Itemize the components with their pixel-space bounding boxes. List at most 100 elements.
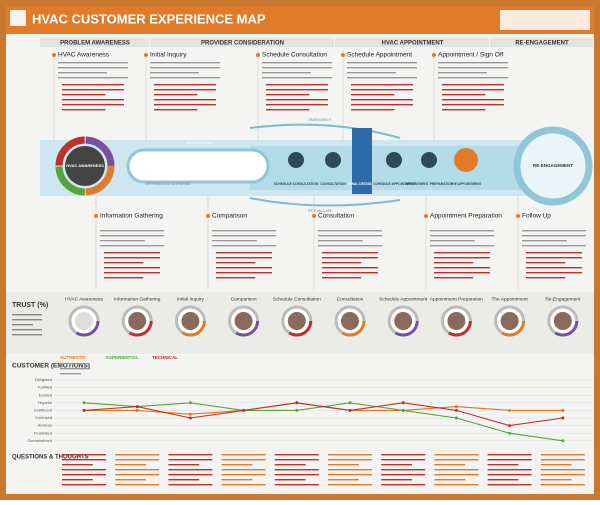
text-line [540,464,572,466]
text-line [212,245,276,247]
text-line [60,368,90,370]
text-line [115,479,146,481]
text-line [62,109,106,111]
text-line [328,474,372,476]
text-line [216,262,256,264]
text-line [347,62,417,64]
emergency-arc [249,123,401,139]
text-line [62,99,124,101]
text-line [150,62,220,64]
text-line [434,267,490,269]
text-line [442,94,486,96]
text-line [540,454,585,456]
emotion-level: Confused [35,415,52,420]
text-line [104,262,144,264]
text-line [522,245,586,247]
text-line [322,257,378,259]
text-line [328,459,372,461]
text-line [351,109,395,111]
text-line [381,474,426,476]
phase-band [335,38,489,47]
step-label: THE APPOINTMENT [450,182,481,186]
text-line [522,230,586,232]
text-line [351,84,413,86]
emotion-point [348,401,352,405]
text-line [434,459,479,461]
text-line [318,245,382,247]
text-line [62,104,124,106]
journey-flow [250,146,560,190]
step-icon [454,148,478,172]
text-line [430,245,494,247]
text-line [115,474,160,476]
text-line [168,474,213,476]
text-line [12,334,42,336]
text-line [104,252,160,254]
trust-stage: Comparison [231,296,257,302]
text-line [438,67,508,69]
text-line [168,459,213,461]
trust-stage: Schedule Appointment [379,296,428,302]
stage-title: Appointment Preparation [430,213,502,220]
reevaluate-arc [249,197,401,207]
stage-title: Schedule Appointment [347,52,412,59]
text-line [221,474,266,476]
step-label: APPOINTMENT PREPARATION [405,182,454,186]
emotion-point [561,439,565,443]
emotion-level: Delighted [35,377,52,382]
phase-band [40,38,149,47]
phase-band [150,38,334,47]
text-line [115,464,146,466]
text-line [381,479,412,481]
text-line [104,277,144,279]
text-line [328,469,372,471]
text-line [274,474,319,476]
text-line [100,245,164,247]
end-label: RE-ENGAGEMENT [533,163,573,168]
text-line [328,484,372,486]
card-dot [94,214,98,218]
text-line [434,464,466,466]
text-line [154,89,216,91]
text-line [62,464,93,466]
text-line [381,464,412,466]
emotion-point [295,401,299,405]
trust-core [341,312,359,330]
text-line [322,262,362,264]
phase-band [490,38,593,47]
trust-core [128,312,147,330]
text-line [216,272,272,274]
text-line [58,77,128,79]
text-line [318,230,382,232]
text-line [62,484,106,486]
trust-stage: The Appointment [491,296,528,302]
start-label: HVAC AWARENESS [66,163,104,168]
text-line [430,235,494,237]
text-line [274,459,319,461]
emotion-line [83,402,563,427]
text-line [351,104,413,106]
text-line [487,479,519,481]
text-line [216,277,256,279]
emotion-point [188,412,192,416]
card-dot [312,214,316,218]
trust-part [334,305,366,337]
text-line [266,84,328,86]
text-line [154,84,216,86]
text-line [154,104,216,106]
trust-core [394,312,413,330]
start-ring [55,136,115,196]
emotion-point [348,408,352,412]
text-line [442,99,504,101]
step-label: SCHEDULE APPOINTMENT [373,182,416,186]
text-line [351,99,413,101]
text-line [438,77,508,79]
card-dot [206,214,210,218]
text-line [328,464,359,466]
trust-core [234,312,253,330]
text-line [58,72,107,74]
path-label: INFORMATION GATHERING [145,182,191,186]
text-line [150,72,199,74]
text-line [487,484,532,486]
